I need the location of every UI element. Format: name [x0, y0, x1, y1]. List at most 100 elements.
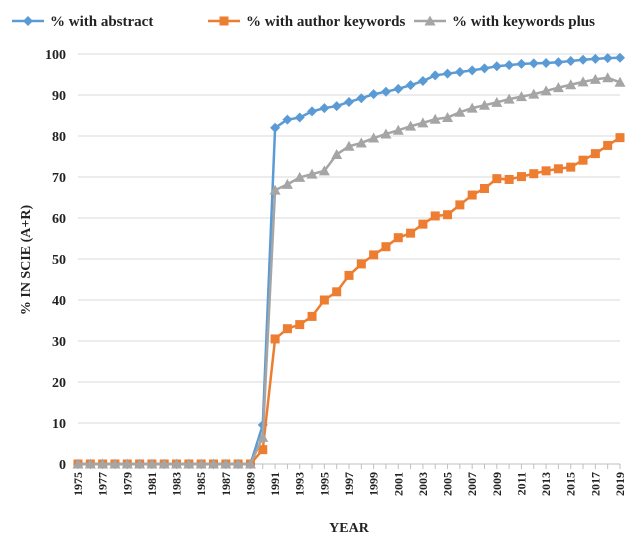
data-point [442, 68, 453, 79]
data-point [319, 295, 329, 305]
x-tick-label: 1985 [194, 472, 208, 496]
y-tick-label: 50 [52, 253, 66, 268]
y-axis-title: % IN SCIE (A+R) [19, 205, 34, 316]
data-point [553, 164, 563, 174]
data-point [393, 83, 404, 94]
data-point [282, 324, 292, 334]
data-point [405, 80, 416, 91]
x-tick-label: 2003 [416, 472, 430, 496]
data-point [602, 53, 613, 64]
data-point [578, 54, 589, 65]
data-point [492, 174, 502, 184]
x-tick-label: 2007 [465, 472, 479, 496]
legend-label: % with abstract [50, 14, 153, 30]
data-point [552, 82, 564, 93]
data-point [183, 458, 195, 469]
data-point [541, 58, 552, 69]
x-tick-label: 1981 [145, 472, 159, 496]
data-point [332, 287, 342, 297]
x-tick-label: 2011 [514, 472, 528, 495]
x-tick-label: 1993 [293, 472, 307, 496]
y-tick-label: 60 [52, 212, 66, 227]
data-point [257, 431, 269, 442]
x-axis-title: YEAR [329, 521, 370, 536]
series-pct-with-keywords-plus [72, 72, 626, 469]
data-point [504, 60, 515, 71]
y-tick-label: 10 [52, 417, 66, 432]
data-point [528, 88, 540, 99]
legend-item-pct-with-keywords-plus: % with keywords plus [414, 14, 595, 30]
data-point [491, 96, 503, 107]
series-line-pct-with-abstract [78, 56, 621, 466]
data-point [158, 458, 170, 469]
data-point [97, 458, 109, 469]
data-point [318, 165, 330, 176]
data-point [355, 137, 367, 148]
x-tick-label: 1991 [268, 472, 282, 496]
x-tick-label: 2009 [490, 472, 504, 496]
data-point [577, 76, 589, 87]
data-point [269, 184, 281, 195]
data-point [541, 166, 551, 176]
series-line-pct-with-author-keywords [78, 136, 621, 466]
legend-item-pct-with-abstract: % with abstract [12, 14, 153, 30]
data-point [405, 120, 417, 131]
data-point [454, 106, 466, 117]
data-point [589, 73, 601, 84]
data-point [356, 259, 366, 269]
data-point [393, 233, 403, 243]
data-point [392, 124, 404, 135]
x-tick-label: 2017 [588, 472, 602, 496]
data-point [208, 458, 219, 469]
x-tick-label: 2013 [539, 472, 553, 496]
data-point [615, 133, 625, 143]
data-point [466, 102, 478, 113]
data-point [528, 58, 539, 69]
legend-label: % with keywords plus [452, 14, 595, 30]
data-point [603, 140, 613, 150]
data-point [307, 311, 317, 321]
data-point [343, 140, 355, 151]
x-tick-label: 1975 [71, 472, 85, 496]
data-point [295, 320, 305, 330]
data-point [368, 89, 379, 100]
x-tick-label: 1983 [170, 472, 184, 496]
data-point [331, 101, 342, 112]
data-point [565, 55, 576, 66]
data-point [565, 79, 577, 90]
data-point [516, 172, 526, 182]
y-tick-label: 0 [59, 458, 66, 473]
legend-marker [424, 15, 436, 26]
y-tick-label: 70 [52, 171, 66, 186]
data-point [270, 334, 280, 344]
data-point [84, 458, 96, 469]
data-point [121, 458, 133, 469]
data-point [270, 122, 281, 133]
legend-label: % with author keywords [246, 14, 405, 30]
data-point [479, 63, 490, 74]
data-point [319, 103, 330, 114]
data-point [504, 174, 514, 184]
data-point [529, 169, 539, 179]
data-point [306, 168, 318, 179]
data-point [590, 149, 600, 159]
x-tick-label: 1979 [120, 472, 134, 496]
data-point [380, 86, 391, 97]
legend-marker [219, 16, 229, 26]
data-point [294, 112, 305, 123]
y-tick-label: 80 [52, 130, 66, 145]
y-tick-label: 40 [52, 294, 66, 309]
data-point [368, 132, 380, 143]
legend-item-pct-with-author-keywords: % with author keywords [208, 14, 405, 30]
x-tick-label: 1999 [367, 472, 381, 496]
data-point [344, 96, 354, 107]
y-tick-label: 100 [45, 48, 66, 63]
data-point [429, 113, 441, 124]
data-point [454, 67, 465, 78]
data-point [294, 171, 306, 182]
data-point [244, 458, 256, 469]
data-point [602, 72, 614, 83]
gridlines [78, 53, 620, 465]
data-point [566, 162, 576, 172]
